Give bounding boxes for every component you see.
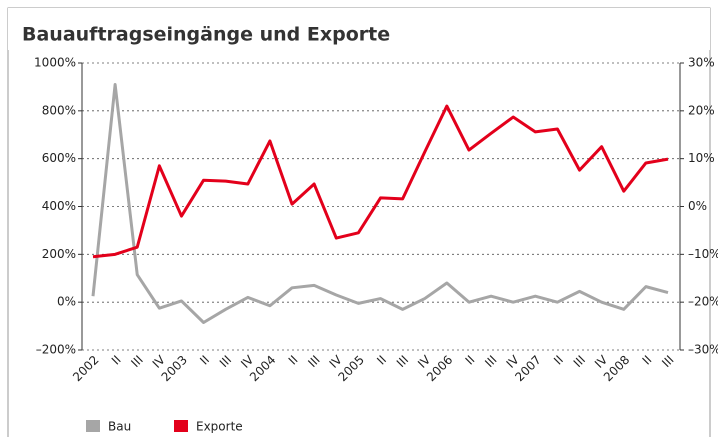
y-tick-label: 600% [42, 151, 76, 165]
y2-tick-label: 30% [688, 56, 715, 70]
x-tick-label: III [659, 353, 676, 370]
x-tick-label: 2006 [424, 353, 455, 384]
x-tick-label: II [551, 353, 566, 368]
legend-swatch [86, 420, 100, 432]
x-tick-label: II [197, 353, 212, 368]
x-tick-label: III [128, 353, 145, 370]
legend-swatch [174, 420, 188, 432]
x-tick-label: 2004 [247, 353, 278, 384]
y2-tick-label: –20% [688, 295, 718, 309]
y-tick-label: –200% [36, 343, 76, 357]
y-tick-label: 0% [57, 295, 76, 309]
y-tick-label: 200% [42, 247, 76, 261]
y2-tick-label: 20% [688, 103, 715, 117]
x-tick-label: II [463, 353, 478, 368]
series-line [91, 83, 669, 324]
x-tick-label: III [394, 353, 411, 370]
legend-label: Exporte [196, 420, 243, 434]
y-tick-label: 800% [42, 103, 76, 117]
x-tick-label: III [217, 353, 234, 370]
x-tick-label: II [109, 353, 124, 368]
x-tick-label: 2003 [159, 353, 190, 384]
y-tick-label: 1000% [34, 56, 76, 70]
x-tick-label: 2007 [512, 353, 543, 384]
x-tick-label: 2002 [70, 353, 101, 384]
x-tick-label: III [571, 353, 588, 370]
x-tick-label: II [374, 353, 389, 368]
x-tick-label: 2008 [601, 353, 632, 384]
y-tick-label: 400% [42, 199, 76, 213]
y2-tick-label: 10% [688, 151, 715, 165]
title-band [8, 8, 710, 50]
legend-label: Bau [108, 420, 131, 434]
x-tick-label: II [286, 353, 301, 368]
chart-title: Bauauftragseingänge und Exporte [22, 24, 390, 46]
x-tick-label: II [640, 353, 655, 368]
x-tick-label: 2005 [335, 353, 366, 384]
y2-tick-label: 0% [688, 199, 707, 213]
series-line [92, 104, 669, 259]
x-tick-label: III [305, 353, 322, 370]
y2-tick-label: –10% [688, 247, 718, 261]
y2-tick-label: –30% [688, 343, 718, 357]
x-tick-label: III [482, 353, 499, 370]
